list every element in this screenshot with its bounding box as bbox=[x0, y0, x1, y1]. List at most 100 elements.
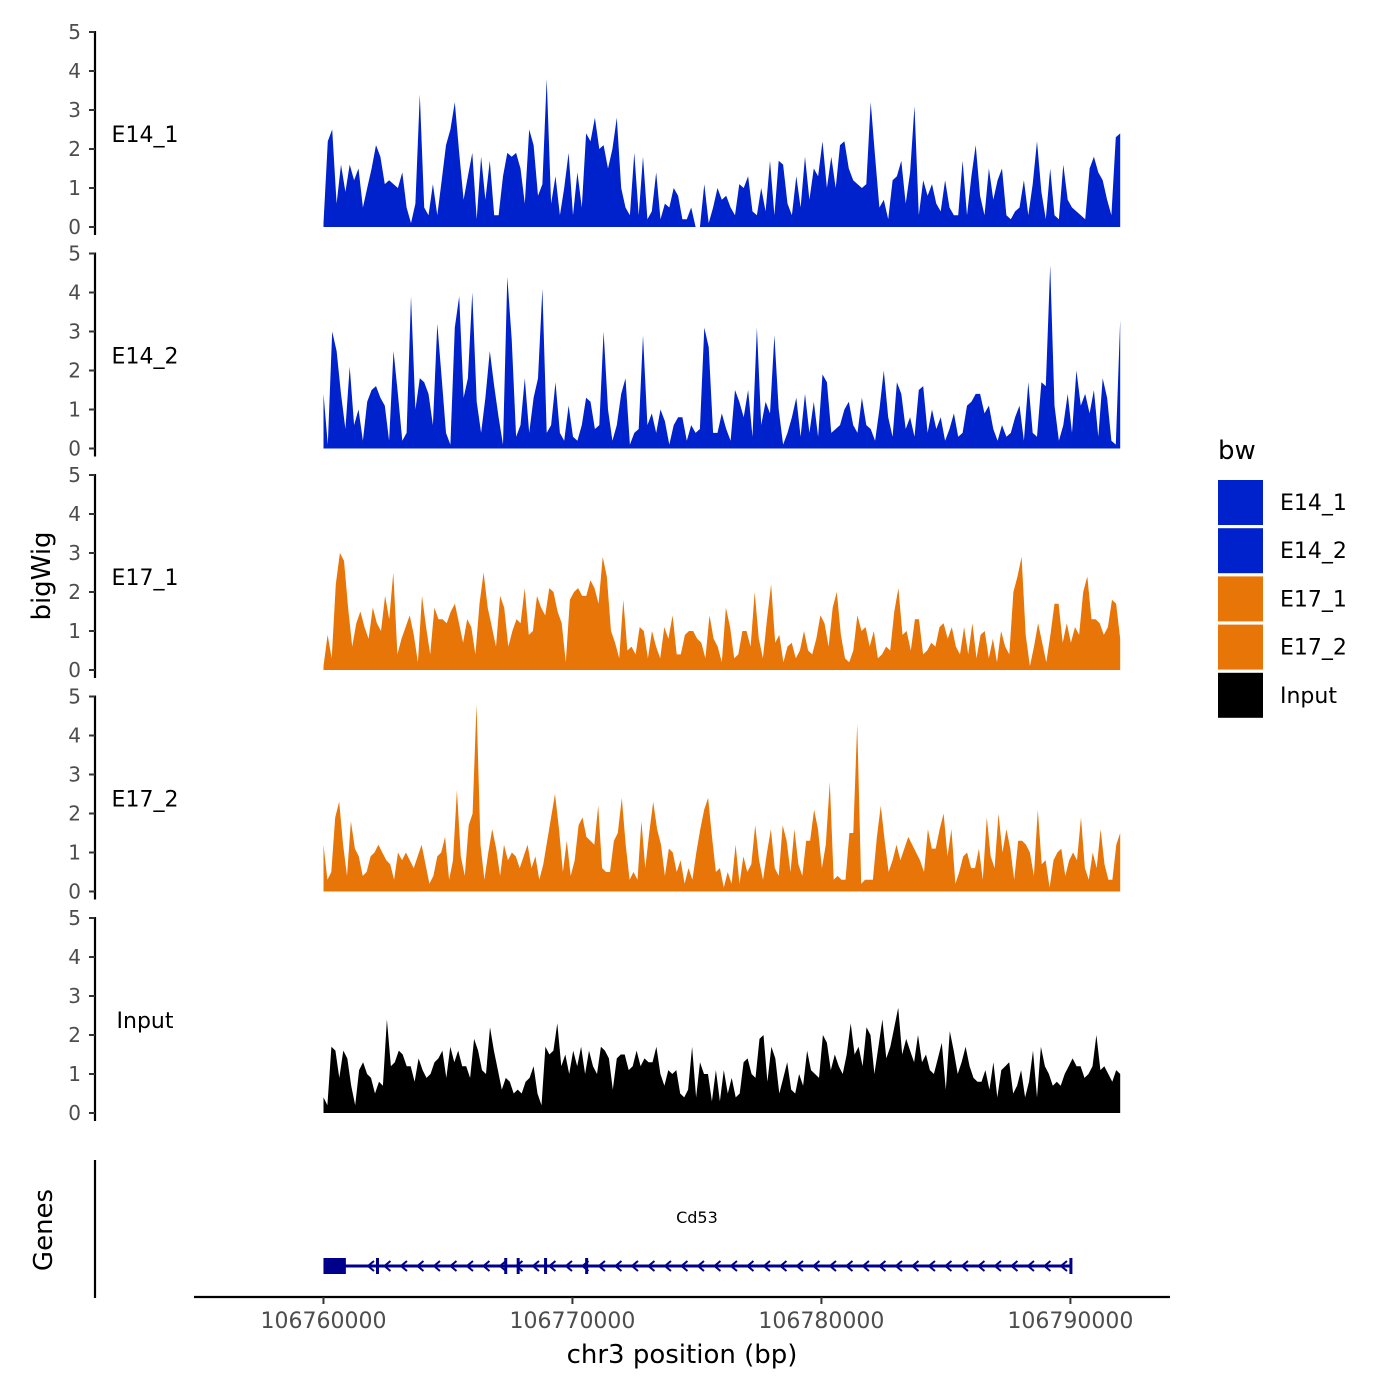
y-tick-label: 0 bbox=[68, 658, 81, 682]
y-tick-label: 0 bbox=[68, 880, 81, 904]
strand-arrow bbox=[828, 1260, 837, 1272]
strand-arrow bbox=[1042, 1260, 1052, 1272]
strand-arrow bbox=[597, 1260, 606, 1272]
strand-arrow bbox=[844, 1260, 854, 1272]
strand-arrow bbox=[531, 1260, 540, 1272]
y-tick-label: 0 bbox=[68, 1101, 81, 1125]
x-tick-label: 106790000 bbox=[1007, 1309, 1133, 1334]
y-tick-label: 3 bbox=[68, 98, 81, 122]
strand-arrow bbox=[745, 1260, 755, 1272]
strand-arrow bbox=[432, 1260, 441, 1272]
strand-arrow bbox=[729, 1260, 738, 1272]
legend-title: bw bbox=[1218, 436, 1256, 466]
strand-arrow bbox=[481, 1260, 491, 1272]
strand-arrow bbox=[679, 1260, 689, 1272]
y-axis-title: bigWig bbox=[27, 531, 57, 620]
track-E14_2: 0 1 2 3 4 5 E14_2 bbox=[68, 242, 1121, 461]
y-tick-label: 3 bbox=[68, 320, 81, 344]
strand-arrow bbox=[762, 1260, 771, 1272]
strand-arrow bbox=[663, 1260, 672, 1272]
exon bbox=[544, 1258, 548, 1274]
exon bbox=[585, 1258, 589, 1274]
y-tick-label: 5 bbox=[68, 242, 81, 266]
genes-layer: Genes Cd53 bbox=[29, 1160, 1073, 1298]
strand-arrow bbox=[366, 1260, 375, 1272]
signal-area-Input bbox=[323, 1007, 1121, 1113]
strand-arrow bbox=[894, 1260, 903, 1272]
strand-arrow bbox=[861, 1260, 870, 1272]
strand-arrow bbox=[1009, 1260, 1019, 1272]
track-label-E14_1: E14_1 bbox=[112, 123, 179, 148]
track-label-Input: Input bbox=[117, 1009, 174, 1034]
strand-arrow bbox=[795, 1260, 804, 1272]
strand-arrow bbox=[646, 1260, 656, 1272]
legend-swatch-Input bbox=[1218, 672, 1263, 718]
gene-Cd53: Cd53 bbox=[323, 1208, 1073, 1274]
strand-arrow bbox=[514, 1260, 524, 1272]
track-E17_1: 0 1 2 3 4 5 E17_1 bbox=[68, 463, 1121, 682]
strand-arrow bbox=[613, 1260, 623, 1272]
y-tick-label: 0 bbox=[68, 437, 81, 461]
y-tick-label: 4 bbox=[68, 59, 81, 83]
y-tick-label: 1 bbox=[68, 619, 81, 643]
x-axis: chr3 position (bp) 106760000 106770000 106… bbox=[194, 1295, 1170, 1370]
track-E14_1: 0 1 2 3 4 5 E14_1 bbox=[68, 20, 1121, 239]
y-tick-label: 2 bbox=[68, 802, 81, 826]
y-tick-label: 5 bbox=[68, 906, 81, 930]
strand-arrow bbox=[877, 1260, 887, 1272]
x-tick-label: 106760000 bbox=[260, 1309, 386, 1334]
strand-arrow bbox=[778, 1260, 788, 1272]
track-label-E17_1: E17_1 bbox=[112, 566, 179, 591]
exon bbox=[1069, 1258, 1073, 1274]
strand-arrow bbox=[927, 1260, 936, 1272]
gene-name-label: Cd53 bbox=[676, 1208, 718, 1227]
y-tick-label: 4 bbox=[68, 281, 81, 305]
signal-area-E14_1 bbox=[323, 78, 1121, 227]
y-tick-label: 2 bbox=[68, 137, 81, 161]
y-tick-label: 4 bbox=[68, 945, 81, 969]
y-tick-label: 1 bbox=[68, 841, 81, 865]
signal-area-E17_1 bbox=[323, 553, 1121, 670]
track-label-E14_2: E14_2 bbox=[112, 345, 179, 370]
legend-swatch-E17_2 bbox=[1218, 624, 1263, 670]
strand-arrow bbox=[960, 1260, 969, 1272]
signal-area-E17_2 bbox=[323, 704, 1121, 892]
track-label-E17_2: E17_2 bbox=[112, 788, 179, 813]
signal-area-E14_2 bbox=[323, 265, 1121, 449]
y-tick-label: 0 bbox=[68, 215, 81, 239]
tracks-layer: 0 1 2 3 4 5 E14_1 0 1 2 3 4 5 E14_2 0 1 2 3 4 5 E17_1 0 1 2 3 4 5 E… bbox=[68, 20, 1121, 1125]
legend-label-E17_1: E17_1 bbox=[1280, 587, 1347, 612]
legend-label-E14_1: E14_1 bbox=[1280, 491, 1347, 516]
y-tick-label: 3 bbox=[68, 763, 81, 787]
y-tick-label: 5 bbox=[68, 685, 81, 709]
strand-arrow bbox=[399, 1260, 408, 1272]
strand-arrow bbox=[976, 1260, 986, 1272]
y-tick-label: 3 bbox=[68, 541, 81, 565]
strand-arrow bbox=[630, 1260, 639, 1272]
legend-swatch-E14_2 bbox=[1218, 528, 1263, 574]
legend: bw E14_1 E14_2 E17_1 E17_2 Input bbox=[1218, 436, 1347, 718]
y-tick-label: 1 bbox=[68, 1062, 81, 1086]
x-tick-label: 106770000 bbox=[509, 1309, 635, 1334]
y-tick-label: 1 bbox=[68, 176, 81, 200]
y-tick-label: 4 bbox=[68, 502, 81, 526]
strand-arrow bbox=[448, 1260, 458, 1272]
y-tick-label: 2 bbox=[68, 1023, 81, 1047]
track-Input: 0 1 2 3 4 5 Input bbox=[68, 906, 1121, 1125]
legend-label-Input: Input bbox=[1280, 684, 1337, 709]
strand-arrow bbox=[498, 1260, 507, 1272]
strand-arrow bbox=[943, 1260, 953, 1272]
y-tick-label: 5 bbox=[68, 463, 81, 487]
legend-label-E17_2: E17_2 bbox=[1280, 636, 1347, 661]
exon bbox=[504, 1258, 508, 1274]
y-tick-label: 1 bbox=[68, 398, 81, 422]
strand-arrow bbox=[1059, 1260, 1068, 1272]
strand-arrow bbox=[811, 1260, 821, 1272]
strand-arrow bbox=[415, 1260, 425, 1272]
x-axis-title: chr3 position (bp) bbox=[567, 1340, 798, 1370]
genes-label: Genes bbox=[29, 1189, 59, 1271]
strand-arrow bbox=[382, 1260, 392, 1272]
strand-arrow bbox=[712, 1260, 722, 1272]
strand-arrow bbox=[696, 1260, 705, 1272]
